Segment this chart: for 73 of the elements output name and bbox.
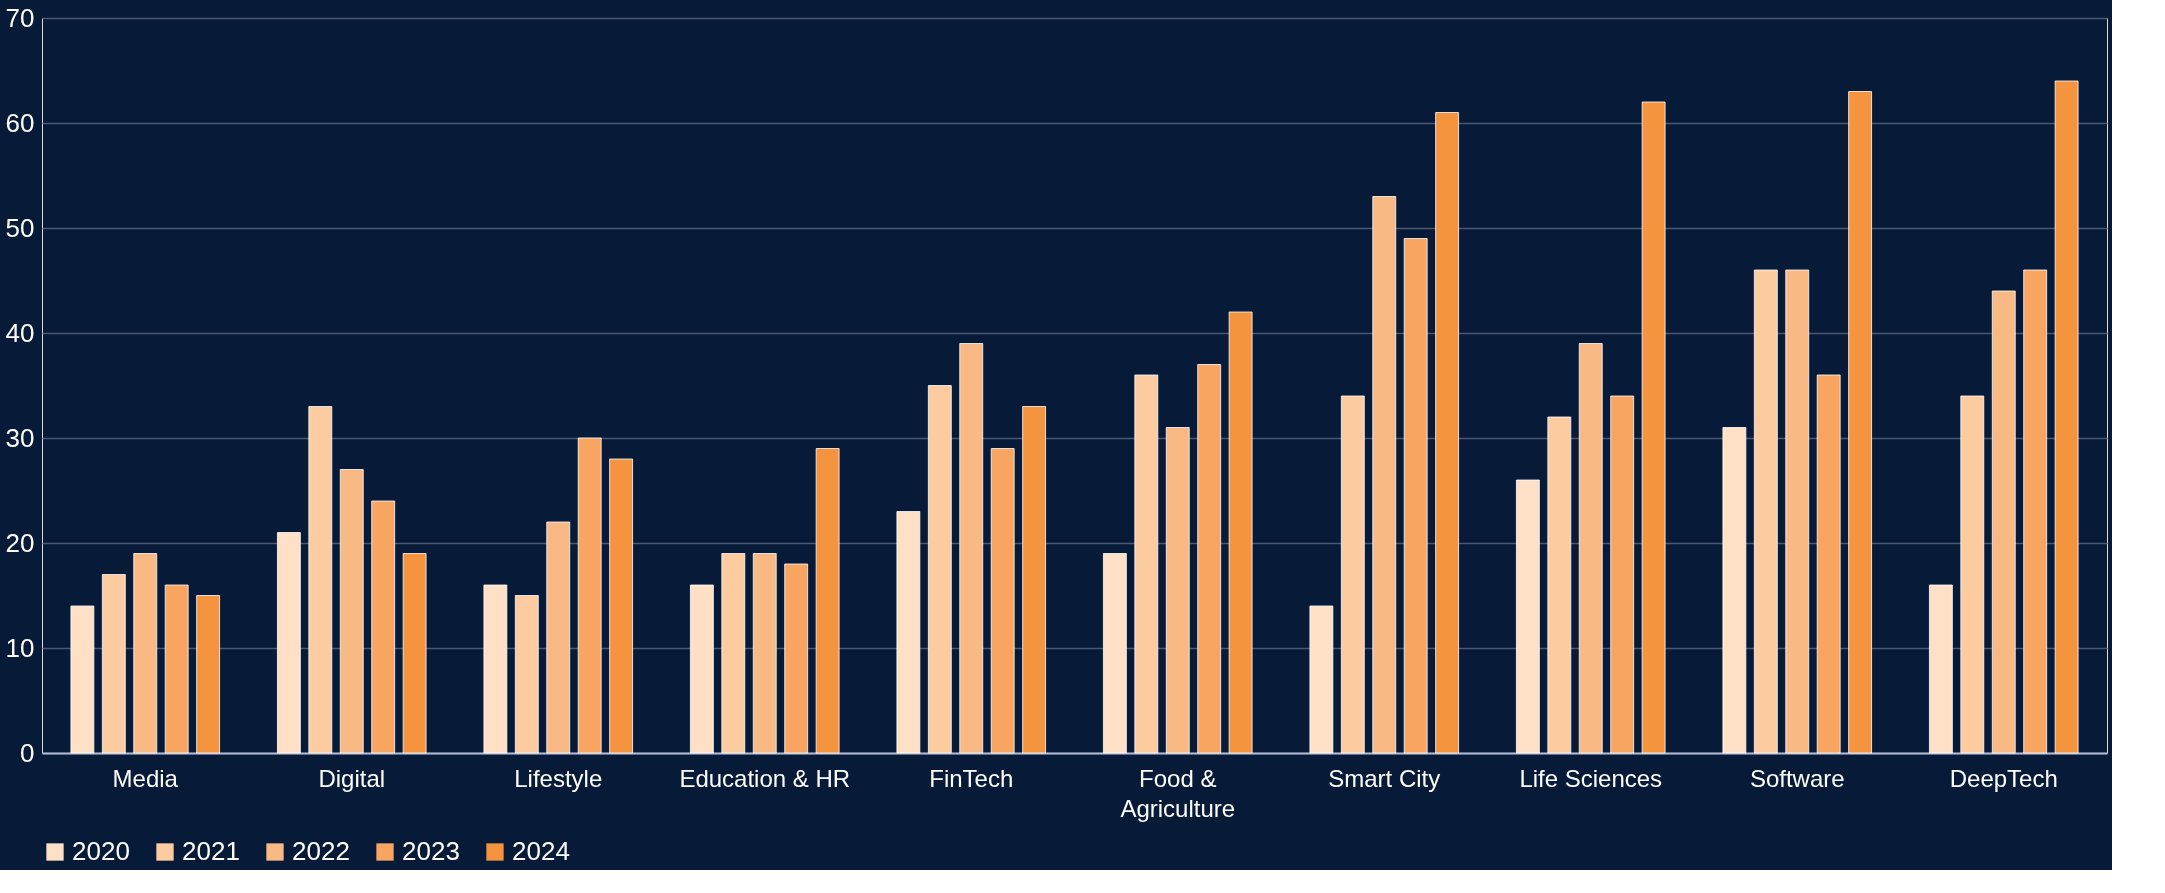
bar	[1722, 427, 1747, 754]
bar	[2054, 80, 2079, 754]
bar	[308, 406, 333, 754]
x-tick-label: Lifestyle	[514, 764, 603, 792]
bar	[815, 448, 840, 754]
x-tick-label: FinTech	[929, 764, 1014, 792]
bar	[1340, 395, 1365, 754]
x-tick-label: Food & Agriculture	[1120, 764, 1236, 822]
bar	[1785, 269, 1810, 754]
bar	[959, 343, 984, 754]
legend-label: 2024	[512, 836, 570, 866]
x-tick-label: Smart City	[1328, 764, 1441, 792]
x-tick-label: Education & HR	[679, 764, 851, 792]
bar	[752, 553, 777, 754]
bar	[546, 521, 571, 754]
bar	[483, 584, 508, 754]
bar	[1228, 311, 1253, 754]
bar	[402, 553, 427, 754]
legend-label: 2023	[402, 836, 460, 866]
legend-label: 2022	[292, 836, 350, 866]
bar	[1816, 374, 1841, 754]
bar	[339, 469, 364, 754]
bar	[1022, 406, 1046, 754]
y-tick-label: 20	[5, 527, 35, 558]
y-tick-label: 0	[20, 737, 35, 768]
bar	[1753, 269, 1778, 754]
bar	[896, 511, 921, 754]
x-tick-label: Digital	[318, 764, 386, 792]
bar	[1165, 427, 1190, 754]
x-tick-label: DeepTech	[1949, 764, 2058, 792]
y-tick-label: 30	[5, 422, 35, 453]
bar	[1435, 112, 1459, 754]
bar	[277, 532, 301, 754]
bar	[1403, 238, 1428, 754]
bar	[133, 553, 158, 754]
bar	[990, 448, 1015, 754]
bar	[609, 458, 633, 754]
y-tick-label: 50	[5, 212, 35, 243]
bar	[1547, 416, 1572, 754]
bar	[721, 553, 746, 754]
bar	[1578, 343, 1603, 754]
bar	[1197, 364, 1222, 754]
bar	[1372, 196, 1397, 754]
legend-label: 2021	[182, 836, 240, 866]
bar	[2023, 269, 2048, 754]
bar	[70, 605, 95, 754]
y-tick-label: 40	[5, 317, 35, 348]
bar	[927, 385, 952, 754]
x-tick-label: Software	[1749, 764, 1845, 792]
y-tick-label: 70	[5, 2, 35, 33]
bar	[1960, 395, 1985, 754]
bar	[784, 563, 809, 754]
bar	[577, 437, 602, 754]
bar	[101, 574, 126, 754]
legend-label: 2020	[72, 836, 130, 866]
x-tick-label: Life Sciences	[1519, 764, 1663, 792]
bar	[1848, 91, 1872, 754]
bar	[1134, 374, 1159, 754]
bar	[371, 500, 396, 754]
bar	[196, 595, 220, 754]
y-tick-label: 10	[5, 632, 35, 663]
bar	[1610, 395, 1635, 754]
bar	[1103, 553, 1127, 754]
bar	[1309, 605, 1334, 754]
bar	[1929, 584, 1953, 754]
bar	[514, 595, 539, 754]
bar	[164, 584, 189, 754]
x-tick-label: Media	[112, 764, 179, 792]
bar	[1516, 479, 1540, 754]
bar	[1991, 290, 2016, 754]
bar	[690, 584, 714, 754]
bar	[1641, 101, 1666, 754]
y-tick-label: 60	[5, 107, 35, 138]
